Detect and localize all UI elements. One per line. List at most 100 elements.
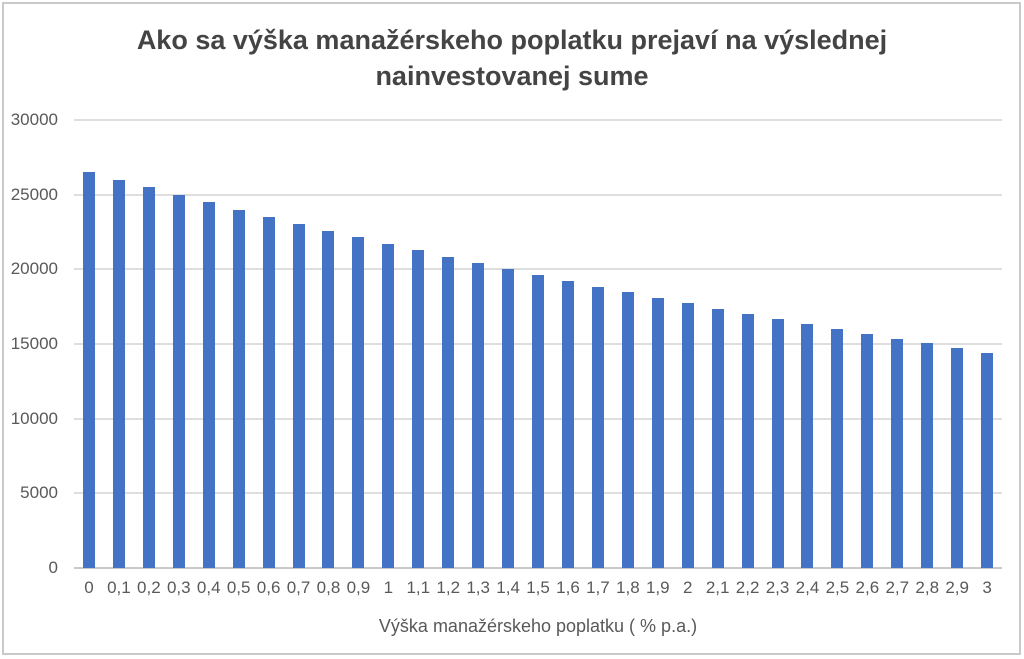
- bar-cell-1,3: [463, 120, 493, 568]
- x-tick-label-3: 3: [982, 578, 992, 597]
- x-tick-label-1,4: 1,4: [496, 578, 520, 597]
- x-tick-label-1,9: 1,9: [645, 578, 670, 597]
- bar-1,8: [621, 292, 634, 568]
- bar-cell-2,9: [942, 120, 972, 568]
- y-axis: 0 5000 10000 15000 20000 25000 30000: [0, 110, 58, 577]
- bar-0,6: [262, 216, 275, 568]
- x-tick-label-0,8: 0,8: [316, 578, 341, 597]
- bar-cell-0,7: [284, 120, 314, 568]
- y-tick-label-30000: 30000: [10, 110, 58, 129]
- bar-cell-2,8: [912, 120, 942, 568]
- bar-cell-0,3: [164, 120, 194, 568]
- x-tick-label-0,5: 0,5: [226, 578, 251, 597]
- bar-0,3: [172, 194, 185, 568]
- bar-cell-0: [74, 120, 104, 568]
- gridline-25000: [74, 193, 1002, 196]
- x-tick-label-1,8: 1,8: [616, 578, 640, 597]
- x-tick-label-2,3: 2,3: [765, 578, 790, 597]
- bar-0,7: [292, 223, 305, 568]
- x-tick-label-1,6: 1,6: [556, 578, 580, 597]
- bar-0,4: [202, 202, 215, 568]
- x-tick-label-1,5: 1,5: [526, 578, 550, 597]
- x-tick-label-2,4: 2,4: [795, 578, 820, 597]
- gridline-30000: [74, 119, 1002, 121]
- bar-cell-2,1: [703, 120, 733, 568]
- x-tick-label-2,9: 2,9: [945, 578, 969, 597]
- y-tick-label-0: 0: [48, 558, 58, 577]
- x-tick-label-2,6: 2,6: [855, 578, 880, 597]
- bar-cell-0,4: [194, 120, 224, 568]
- bar-2: [681, 303, 694, 568]
- x-tick-label-2,2: 2,2: [735, 578, 760, 597]
- bar-cell-1,7: [583, 120, 613, 568]
- bar-cell-1,2: [433, 120, 463, 568]
- x-tick-label-1,1: 1,1: [406, 578, 431, 597]
- bar-0,8: [322, 230, 335, 568]
- bar-cell-2,7: [882, 120, 912, 568]
- bar-cell-1,4: [493, 120, 523, 568]
- bar-2,4: [801, 324, 814, 568]
- bar-2,1: [711, 308, 724, 568]
- bar-cell-1,1: [403, 120, 433, 568]
- x-tick-label-2: 2: [682, 578, 693, 597]
- bar-0: [82, 171, 95, 568]
- x-tick-label-2,5: 2,5: [825, 578, 850, 597]
- bar-1,2: [442, 256, 455, 568]
- y-tick-label-25000: 25000: [10, 184, 58, 204]
- bar-1,4: [502, 269, 515, 568]
- bar-2,6: [861, 334, 874, 568]
- bar-cell-1,8: [613, 120, 643, 568]
- chart-title-line-1: Ako sa výška manažérskeho poplatku preja…: [136, 25, 888, 55]
- x-axis: 0 0,1 0,2 0,3 0,4 0,5 0,6 0,7 0,8 0,9 1 1,1 1,2 1,3 1,…: [74, 576, 1002, 600]
- bar-2,9: [951, 348, 964, 568]
- bar-cell-1,6: [553, 120, 583, 568]
- bar-cell-0,5: [224, 120, 254, 568]
- bar-1: [382, 243, 395, 568]
- bar-cell-1,9: [643, 120, 673, 568]
- x-axis-title: Výška manažérskeho poplatku ( % p.a.): [378, 616, 698, 636]
- bar-cell-2: [673, 120, 703, 568]
- x-tick-label-1: 1: [383, 578, 394, 597]
- bar-2,3: [771, 319, 784, 568]
- bar-0,9: [352, 237, 365, 568]
- x-tick-label-0,9: 0,9: [346, 578, 371, 597]
- x-axis-line: [74, 567, 1002, 569]
- bar-1,9: [651, 298, 664, 568]
- bar-0,5: [232, 209, 245, 568]
- x-tick-label-1,7: 1,7: [586, 578, 610, 597]
- bar-cell-2,2: [733, 120, 763, 568]
- x-tick-label-0,4: 0,4: [196, 578, 221, 597]
- bar-0,1: [112, 179, 125, 568]
- bar-3: [981, 352, 994, 568]
- bar-cell-3: [972, 120, 1002, 568]
- bar-cell-2,4: [793, 120, 823, 568]
- bar-1,7: [591, 286, 604, 568]
- bar-cell-2,3: [763, 120, 793, 568]
- bar-0,2: [142, 187, 155, 568]
- x-tick-label-2,8: 2,8: [915, 578, 940, 597]
- y-tick-label-5000: 5000: [20, 483, 58, 503]
- bar-1,6: [561, 281, 574, 568]
- chart-title: Ako sa výška manažérskeho poplatku preja…: [0, 22, 1024, 94]
- bar-2,5: [831, 329, 844, 568]
- bar-2,8: [921, 343, 934, 568]
- x-tick-label-0,7: 0,7: [286, 578, 311, 597]
- bar-cell-0,9: [343, 120, 373, 568]
- bar-cell-0,8: [314, 120, 344, 568]
- x-tick-label-0,3: 0,3: [166, 578, 191, 597]
- x-tick-label-2,1: 2,1: [705, 578, 730, 597]
- x-tick-label-1,2: 1,2: [436, 578, 461, 597]
- plot-area: [74, 119, 1002, 569]
- bars-layer: [74, 120, 1002, 568]
- bar-cell-2,5: [822, 120, 852, 568]
- x-tick-label-0,1: 0,1: [107, 578, 131, 597]
- y-tick-label-15000: 15000: [10, 334, 58, 353]
- bar-cell-0,2: [134, 120, 164, 568]
- bar-cell-1,5: [523, 120, 553, 568]
- bar-cell-0,1: [104, 120, 134, 568]
- bar-2,7: [891, 338, 904, 568]
- x-tick-label-0,2: 0,2: [137, 578, 161, 597]
- x-tick-label-0: 0: [84, 578, 94, 597]
- y-tick-label-20000: 20000: [10, 259, 58, 279]
